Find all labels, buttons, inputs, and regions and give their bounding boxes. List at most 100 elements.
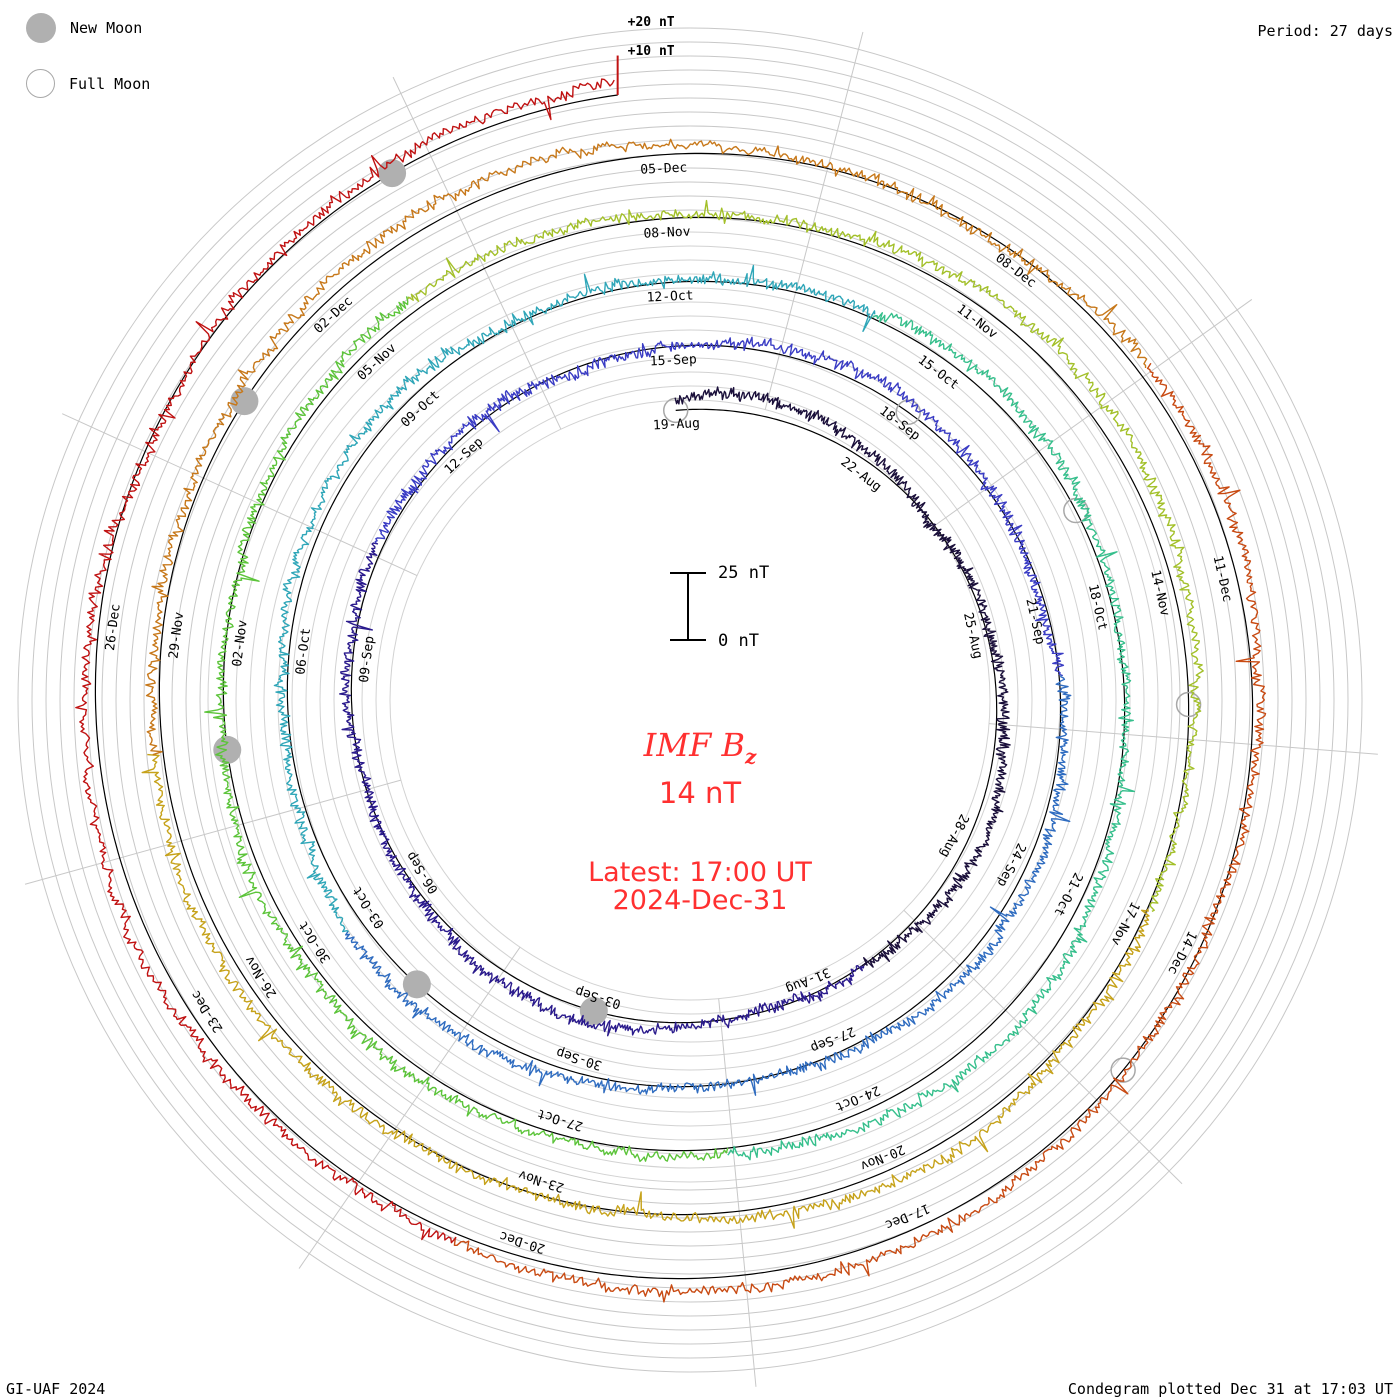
moon-markers (213, 159, 1202, 1083)
grid-circle (73, 83, 1307, 1317)
bz-trace-segment (75, 78, 615, 1244)
period-label: Period: 27 days (1257, 22, 1393, 40)
date-label: 20-Nov (858, 1141, 907, 1173)
date-label: 02-Nov (230, 619, 251, 668)
full-moon-marker (1110, 1057, 1136, 1083)
grid-circle (347, 357, 1033, 1043)
new-moon-marker (402, 970, 431, 999)
bz-trace-segment (339, 542, 865, 1037)
bz-trace-segment (674, 386, 1011, 968)
latest-bz-value: 14 nT (658, 776, 742, 810)
new-moon-label: New Moon (70, 19, 143, 37)
bz-traces (75, 78, 1267, 1303)
legend-new-moon: New Moon (26, 13, 142, 43)
bz-trace-segment (204, 296, 729, 1163)
grid-circle (171, 181, 1209, 1219)
grid-circle (59, 69, 1321, 1331)
date-label: 11-Dec (1210, 554, 1235, 603)
date-label: 05-Dec (640, 160, 688, 177)
full-moon-icon (26, 69, 55, 98)
day-spoke (24, 779, 402, 885)
grid-circle (277, 287, 1103, 1113)
bz-trace-segment (145, 138, 1148, 756)
bz-trace-segment (727, 312, 1135, 1161)
radial-grid (17, 27, 1363, 1373)
grid-circle (87, 97, 1293, 1303)
full-moon-marker (895, 399, 921, 426)
latest-time: Latest: 17:00 UT (588, 857, 812, 888)
date-label: 12-Sep (442, 435, 487, 478)
grid-circle (249, 259, 1131, 1141)
bz-trace-segment (453, 362, 1267, 1303)
day-spoke (989, 723, 1378, 755)
ref-level-20: +20 nT (628, 15, 675, 30)
bz-trace-segment (273, 264, 876, 933)
grid-circle (45, 55, 1335, 1345)
chart-title: IMF Bz (0, 726, 1400, 768)
full-moon-label: Full Moon (69, 74, 151, 93)
bz-trace-segment (374, 336, 1065, 677)
grid-circle (333, 343, 1047, 1057)
date-label: 15-Sep (650, 352, 698, 369)
new-moon-marker (579, 997, 608, 1026)
full-moon-marker (1175, 691, 1202, 718)
date-label: 09-Oct (398, 388, 443, 431)
credit-label: GI-UAF 2024 (6, 1380, 106, 1398)
date-label: 28-Aug (937, 811, 972, 860)
date-label: 17-Dec (883, 1200, 932, 1232)
zero-level-spiral (94, 94, 1254, 1280)
date-label: 12-Oct (646, 288, 694, 305)
date-label: 29-Nov (166, 611, 187, 660)
grid-circle (143, 153, 1237, 1247)
bz-trace-segment (407, 199, 1204, 913)
scale-bottom-label: 0 nT (718, 631, 759, 651)
date-label: 19-Aug (653, 416, 701, 433)
date-label: 14-Dec (1164, 928, 1199, 977)
date-label: 26-Dec (103, 603, 124, 651)
grid-circle (199, 209, 1181, 1191)
day-spoke (392, 76, 562, 430)
day-spoke (61, 413, 418, 576)
day-spokes (24, 31, 1378, 1387)
latest-date: 2024-Dec-31 (612, 885, 788, 916)
date-label: 27-Sep (808, 1023, 857, 1055)
ref-level-10: +10 nT (628, 44, 675, 59)
day-spoke (298, 946, 521, 1269)
date-label: 24-Oct (833, 1082, 882, 1114)
date-label: 06-Oct (293, 627, 314, 675)
grid-circle (185, 195, 1195, 1205)
title-main: IMF B (643, 726, 745, 764)
grid-circle (221, 231, 1159, 1169)
grid-circle (129, 139, 1251, 1261)
date-label: 23-Dec (188, 987, 226, 1035)
plotted-label: Condegram plotted Dec 31 at 17:03 UT (1067, 1380, 1393, 1398)
grid-circle (291, 301, 1089, 1099)
zero-spiral-line (94, 94, 1254, 1280)
grid-circle (375, 385, 1005, 1015)
scale-top-label: 25 nT (718, 563, 770, 583)
date-label: 08-Nov (643, 224, 691, 241)
grid-circle (157, 167, 1223, 1233)
date-label: 09-Sep (357, 635, 378, 684)
title-subscript: z (744, 744, 757, 769)
grid-circle (31, 41, 1349, 1359)
grid-circle (235, 245, 1145, 1155)
new-moon-marker (213, 735, 242, 764)
date-label: 22-Aug (838, 455, 884, 495)
date-label: 11-Nov (954, 302, 1001, 342)
day-spoke (718, 998, 757, 1387)
legend-full-moon: Full Moon (26, 69, 150, 98)
bz-trace-segment (345, 675, 1072, 1096)
scale-bar (670, 572, 706, 641)
day-spoke (903, 909, 1183, 1185)
grid-circle (17, 27, 1363, 1373)
new-moon-icon (26, 13, 56, 43)
grid-circle (263, 273, 1117, 1127)
date-label: 15-Oct (915, 353, 961, 393)
new-moon-marker (230, 387, 259, 416)
reference-levels: +20 nT +10 nT (616, 15, 675, 96)
bz-trace-segment (141, 753, 1150, 1229)
new-moon-marker (378, 159, 407, 188)
date-label: 25-Aug (960, 611, 985, 660)
